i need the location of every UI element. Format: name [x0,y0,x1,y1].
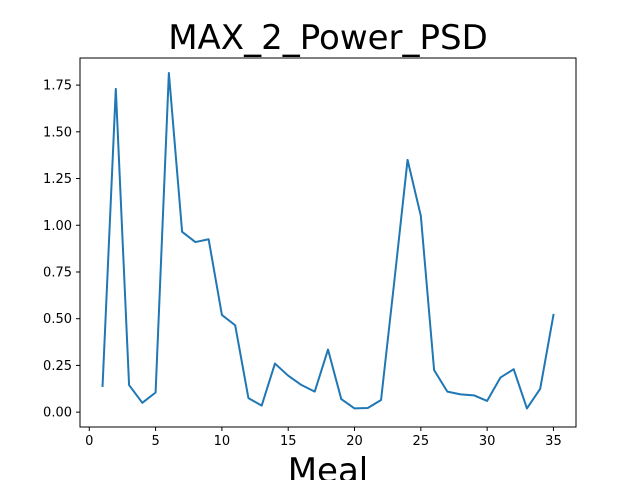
y-tick-label: 0.75 [43,265,72,280]
x-tick-label: 10 [214,434,231,449]
y-tick-label: 0.50 [43,312,72,327]
x-tick-label: 35 [545,434,562,449]
x-axis-ticks: 0 5 10 15 20 25 30 35 [85,427,562,449]
x-tick-label: 30 [479,434,496,449]
chart-title: MAX_2_Power_PSD [168,18,488,58]
x-axis-label: Meal [288,451,369,480]
y-tick-label: 1.50 [43,125,72,140]
x-tick-label: 15 [280,434,297,449]
x-tick-label: 5 [151,434,159,449]
y-axis-ticks: 0.00 0.25 0.50 0.75 1.00 1.25 1.50 1.75 [43,79,80,421]
data-points [102,72,554,409]
x-tick-label: 20 [346,434,363,449]
y-tick-label: 1.25 [43,172,72,187]
x-tick-label: 25 [413,434,430,449]
y-tick-label: 1.00 [43,219,72,234]
y-tick-label: 0.25 [43,359,72,374]
plot-area-frame [79,57,577,428]
y-tick-label: 0.00 [43,406,72,421]
y-tick-label: 1.75 [43,79,72,94]
x-tick-label: 0 [85,434,93,449]
